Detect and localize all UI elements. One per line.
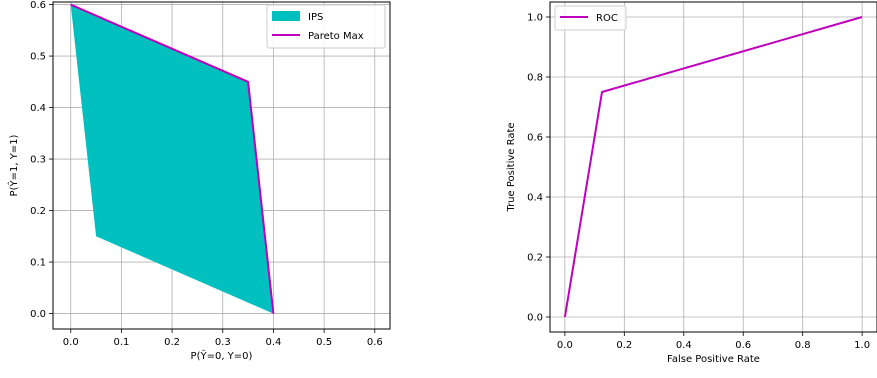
ips-region xyxy=(70,4,274,314)
y-tick-label: 0.3 xyxy=(30,155,46,166)
x-tick-label: 0.5 xyxy=(316,337,332,348)
y-tick-label: 0.2 xyxy=(30,206,46,217)
x-tick-label: 1.0 xyxy=(854,340,870,351)
ips-pareto-plot: 0.0 0.1 0.2 0.3 0.4 0.5 0.6 0.0 0.1 0.2 0.3 0.4 0.5 0… xyxy=(7,0,391,362)
y-tick-label: 0.6 xyxy=(30,0,46,11)
x-tick-label: 0.0 xyxy=(557,340,573,351)
x-tick-label: 0.8 xyxy=(795,340,811,351)
x-axis-label: False Positive Rate xyxy=(667,354,760,365)
legend-box xyxy=(554,5,627,31)
y-tick-label: 0.8 xyxy=(527,73,543,84)
y-tick-label: 0.6 xyxy=(527,133,543,144)
legend-swatch xyxy=(272,11,300,21)
x-tick-label: 0.4 xyxy=(265,337,281,348)
y-tick-label: 0.4 xyxy=(30,103,46,114)
legend-entry-label: ROC xyxy=(596,13,618,24)
axes-frame xyxy=(52,1,391,330)
axes-frame xyxy=(549,1,877,333)
x-tick-label: 0.6 xyxy=(735,340,751,351)
legend: ROC xyxy=(554,5,627,31)
x-tick-label: 0.1 xyxy=(113,337,129,348)
pareto-max-line xyxy=(70,3,275,314)
y-tick-label: 0.1 xyxy=(30,258,46,269)
y-tick-label: 0.2 xyxy=(527,253,543,264)
legend: IPS Pareto Max xyxy=(266,4,386,49)
x-tick-label: 0.4 xyxy=(676,340,692,351)
x-tick-label: 0.2 xyxy=(164,337,180,348)
roc-plot: 0.0 0.2 0.4 0.6 0.8 1.0 0.0 0.2 0.4 0.6 0.8 1.0 Fals… xyxy=(506,1,877,365)
x-tick-label: 0.2 xyxy=(616,340,632,351)
legend-entry-label: IPS xyxy=(308,12,323,23)
y-axis-label: P(Ŷ=1, Y=1) xyxy=(7,134,20,196)
y-tick-label: 0.4 xyxy=(527,193,543,204)
y-axis-label: True Positive Rate xyxy=(506,122,517,212)
x-tick-label: 0.3 xyxy=(215,337,231,348)
y-tick-label: 0.5 xyxy=(30,52,46,63)
x-tick-label: 0.0 xyxy=(63,337,79,348)
y-tick-label: 0.0 xyxy=(30,309,46,320)
roc-line xyxy=(563,16,863,318)
x-axis-label: P(Ŷ=0, Y=0) xyxy=(191,349,253,362)
x-tick-label: 0.6 xyxy=(367,337,383,348)
legend-entry-label: Pareto Max xyxy=(308,31,364,42)
y-tick-label: 0.0 xyxy=(527,313,543,324)
y-tick-label: 1.0 xyxy=(527,13,543,24)
